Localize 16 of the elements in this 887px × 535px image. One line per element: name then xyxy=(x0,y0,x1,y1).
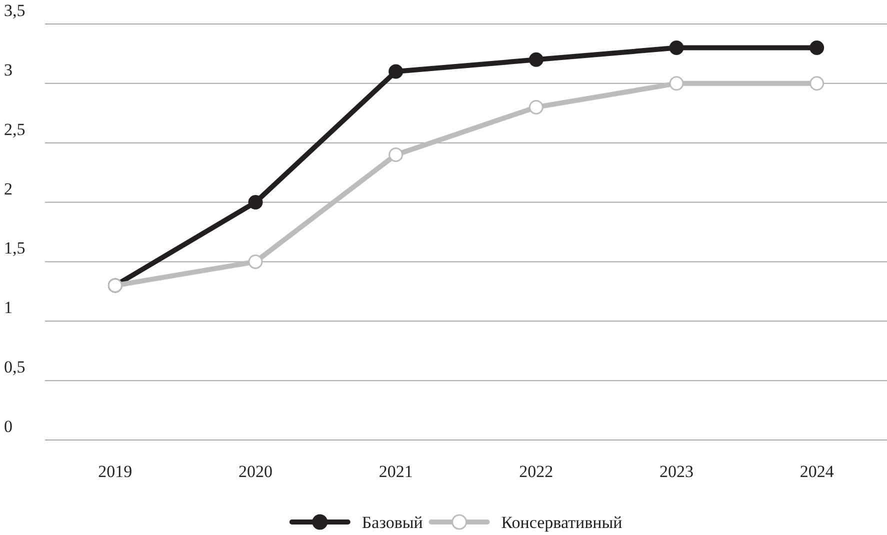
x-tick-label: 2022 xyxy=(519,462,554,481)
y-tick-label: 1,5 xyxy=(4,238,26,258)
x-tick-label: 2023 xyxy=(660,462,694,481)
y-tick-label: 3,5 xyxy=(4,1,26,20)
y-tick-label: 0 xyxy=(4,417,12,436)
y-tick-label: 2,5 xyxy=(4,120,26,139)
x-tick-label: 2020 xyxy=(238,462,272,481)
x-tick-label: 2024 xyxy=(800,462,834,481)
y-tick-label: 0,5 xyxy=(4,358,26,377)
legend-label: Базовый xyxy=(362,513,423,532)
legend-label: Консервативный xyxy=(501,513,622,532)
y-tick-label: 1 xyxy=(4,298,12,318)
y-tick-label: 3 xyxy=(4,60,12,80)
y-tick-label: 2 xyxy=(4,179,12,198)
x-tick-label: 2021 xyxy=(378,462,413,481)
x-tick-label: 2019 xyxy=(98,462,132,481)
